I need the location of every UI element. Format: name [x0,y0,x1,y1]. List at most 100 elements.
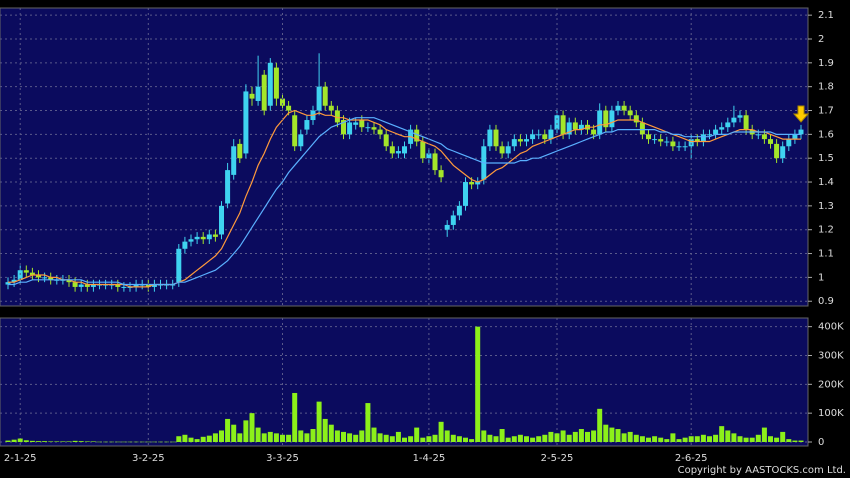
volume-bar [225,418,231,442]
candle-body [652,139,658,141]
volume-bar [707,436,712,442]
moving-average-line [8,117,801,286]
volume-bar [48,441,54,442]
candle-body [292,115,298,147]
volume-bar [761,427,767,442]
volume-bar [145,441,151,443]
candle-body [66,279,72,283]
volume-bar [42,441,48,442]
volume-bar [481,430,487,442]
candle-body [792,134,798,140]
volume-bar [194,439,200,442]
volume-bar [700,434,706,442]
candle-body [566,122,572,135]
candle-body [633,115,639,123]
candle-body [304,120,310,130]
candle-body [420,141,426,159]
volume-bar [176,436,182,442]
volume-bar [304,433,310,442]
volume-bar [755,434,761,442]
candle-body [707,134,712,136]
volume-bar [572,431,578,442]
candle-body [456,205,462,216]
candle-body [682,146,688,148]
candle-body [786,139,792,147]
candle-body [463,182,468,206]
latest-arrow [792,105,810,123]
volume-bar [298,430,304,442]
volume-bar [389,436,395,442]
candle-body [377,129,383,135]
candle-body [249,93,255,99]
y-tick-label: 200K [818,379,844,390]
candle-body [688,139,694,147]
volume-bar [261,433,267,442]
candle-body [121,286,127,288]
volume-bar [121,441,127,443]
volume-bar [292,392,298,442]
volume-bar [334,430,340,442]
plot-layer: 0.9 1 1.1 1.2 1.3 1.4 1.5 1.6 1.7 1.8 1.9 2 2.1 0 100K… [0,8,844,464]
volume-bar [103,441,109,443]
volume-bar [450,434,456,442]
candle-body [29,272,35,276]
candle-body [17,270,23,280]
candle-body [225,170,231,204]
candle-body [151,284,157,287]
candle-body [23,270,29,273]
volume-bar [780,431,786,442]
x-tick-label: 2-1-25 [4,453,37,464]
candle-body [731,117,737,123]
volume-bar [585,431,590,442]
volume-bar [11,439,17,442]
volume-bar [560,430,566,442]
volume-bar [432,434,438,442]
candle-body [194,236,200,240]
volume-bar [206,435,212,442]
volume-bar [109,441,115,443]
volume-bar [670,433,676,442]
volume-bar [493,436,499,442]
candle-body [42,277,48,279]
y-tick-label: 1.3 [818,201,834,212]
candle-body [432,153,438,171]
candle-body [548,129,554,140]
candle-body [591,129,597,135]
candle-body [725,122,731,128]
volume-bar [658,437,664,442]
volume-bar [633,434,639,442]
volume-bar [463,437,468,442]
volume-bar [609,427,615,442]
y-tick-label: 1.8 [818,82,834,93]
candle-body [469,182,475,185]
candle-body [90,284,96,287]
y-tick-label: 300K [818,350,844,361]
candle-body [768,139,773,144]
volume-bar [139,441,145,443]
volume-bar [652,436,658,442]
volume-bar [371,427,377,442]
candle-body [286,105,292,111]
volume-panel [0,317,809,447]
candle-body [603,110,609,128]
candle-body [219,205,224,235]
candle-body [5,282,11,285]
volume-bar [414,427,420,442]
candle-body [347,122,353,135]
candle-body [505,146,511,154]
candle-body [11,279,17,283]
candle-body [298,134,304,147]
y-tick-label: 400K [818,322,844,333]
candle-body [530,134,536,140]
volume-bar [36,441,41,442]
volume-bar [731,433,737,442]
volume-bar [694,436,700,442]
volume-bar [530,437,536,442]
volume-bar [365,403,371,442]
volume-bar [798,440,804,442]
volume-bar [164,441,170,443]
candle-body [365,127,371,129]
volume-bar [420,437,426,442]
x-tick-label: 2-6-25 [675,453,708,464]
y-tick-label: 1.7 [818,106,834,117]
